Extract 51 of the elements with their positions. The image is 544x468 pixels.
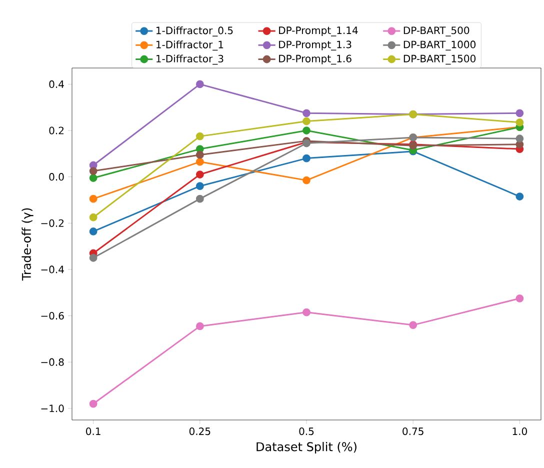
point xyxy=(89,194,98,203)
point xyxy=(196,150,204,159)
legend-label: DP-Prompt_1.3 xyxy=(279,40,352,50)
point xyxy=(89,167,98,175)
point xyxy=(89,228,98,236)
point xyxy=(516,109,524,118)
point xyxy=(89,213,98,222)
y-tick-label: −0.2 xyxy=(41,219,64,227)
legend-label: DP-BART_1000 xyxy=(404,40,476,50)
point xyxy=(302,308,310,316)
y-axis-title: Trade-off (γ) xyxy=(22,208,34,281)
point xyxy=(196,322,204,330)
point xyxy=(302,154,310,162)
point xyxy=(516,294,524,302)
point xyxy=(302,176,310,184)
x-tick-label: 0.75 xyxy=(402,428,424,436)
point xyxy=(302,117,310,126)
point xyxy=(196,158,204,166)
y-tick-label: −0.8 xyxy=(41,358,64,366)
point xyxy=(196,132,204,140)
point xyxy=(89,174,98,182)
x-tick-label: 0.5 xyxy=(299,428,314,436)
legend-label: 1-Diffractor_3 xyxy=(156,54,224,65)
point xyxy=(516,118,524,126)
legend-label: DP-Prompt_1.6 xyxy=(279,54,352,65)
x-axis-title: Dataset Split (%) xyxy=(256,442,356,454)
point xyxy=(196,80,204,88)
x-tick-label: 0.1 xyxy=(86,428,100,436)
legend-label: DP-BART_1500 xyxy=(404,54,476,65)
y-tick-label: −0.4 xyxy=(41,266,64,274)
point xyxy=(302,109,310,118)
y-tick-label: −0.6 xyxy=(41,312,64,320)
y-tick-label: 0.4 xyxy=(49,80,64,88)
point xyxy=(89,400,98,408)
point xyxy=(409,321,418,329)
point xyxy=(196,170,204,178)
legend-label: 1-Diffractor_1 xyxy=(156,40,224,51)
point xyxy=(196,182,204,190)
legend-label: DP-BART_500 xyxy=(404,26,470,36)
legend-label: 1-Diffractor_0.5 xyxy=(156,26,233,36)
y-tick-label: −1.0 xyxy=(41,404,64,412)
point xyxy=(302,126,310,134)
y-tick-label: 0.0 xyxy=(49,173,64,181)
point xyxy=(516,134,524,143)
point xyxy=(89,254,98,262)
point xyxy=(196,194,204,203)
point xyxy=(516,192,524,200)
x-tick-label: 1.0 xyxy=(512,428,527,436)
legend-label: DP-Prompt_1.14 xyxy=(279,26,358,36)
x-tick-label: 0.25 xyxy=(189,428,210,436)
y-tick-label: 0.2 xyxy=(49,126,64,134)
